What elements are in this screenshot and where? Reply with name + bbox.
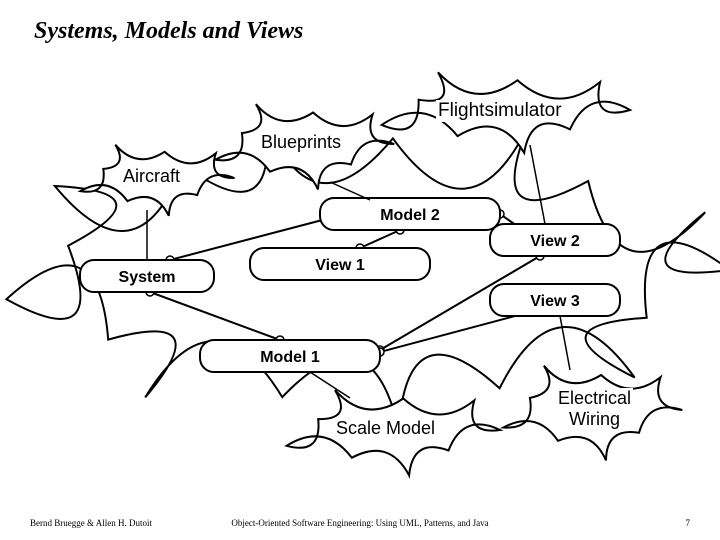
node-label-view2: View 2 <box>530 233 580 250</box>
edge-model2-view1 <box>360 230 400 248</box>
footer-left: Bernd Bruegge & Allen H. Dutoit <box>30 518 152 528</box>
cloud-label-blueprints: Blueprints <box>259 132 343 153</box>
cloud-label-scalemodel: Scale Model <box>334 418 437 439</box>
node-label-view1: View 1 <box>315 257 365 274</box>
footer-right: 7 <box>686 518 691 528</box>
edge-model1-view3 <box>380 312 530 352</box>
node-label-view3: View 3 <box>530 293 580 310</box>
footer-center: Object-Oriented Software Engineering: Us… <box>231 518 488 528</box>
cloud-link-scalemodel-model1 <box>310 372 350 398</box>
cloud-label-flightsim: Flightsimulator <box>436 100 564 122</box>
cloud-link-flightsim-view2 <box>530 145 545 224</box>
cloud-label-elecwiring: ElectricalWiring <box>556 388 633 430</box>
node-label-system: System <box>119 269 176 286</box>
diagram-svg: System Model 1 Model 2 View 1 View 2 View 3 <box>0 0 720 540</box>
node-label-model2: Model 2 <box>380 207 440 224</box>
cloud-label-aircraft: Aircraft <box>121 166 182 187</box>
edge-system-model1 <box>150 292 280 340</box>
node-label-model1: Model 1 <box>260 349 320 366</box>
cloud-link-elecwiring-view3 <box>560 316 570 370</box>
